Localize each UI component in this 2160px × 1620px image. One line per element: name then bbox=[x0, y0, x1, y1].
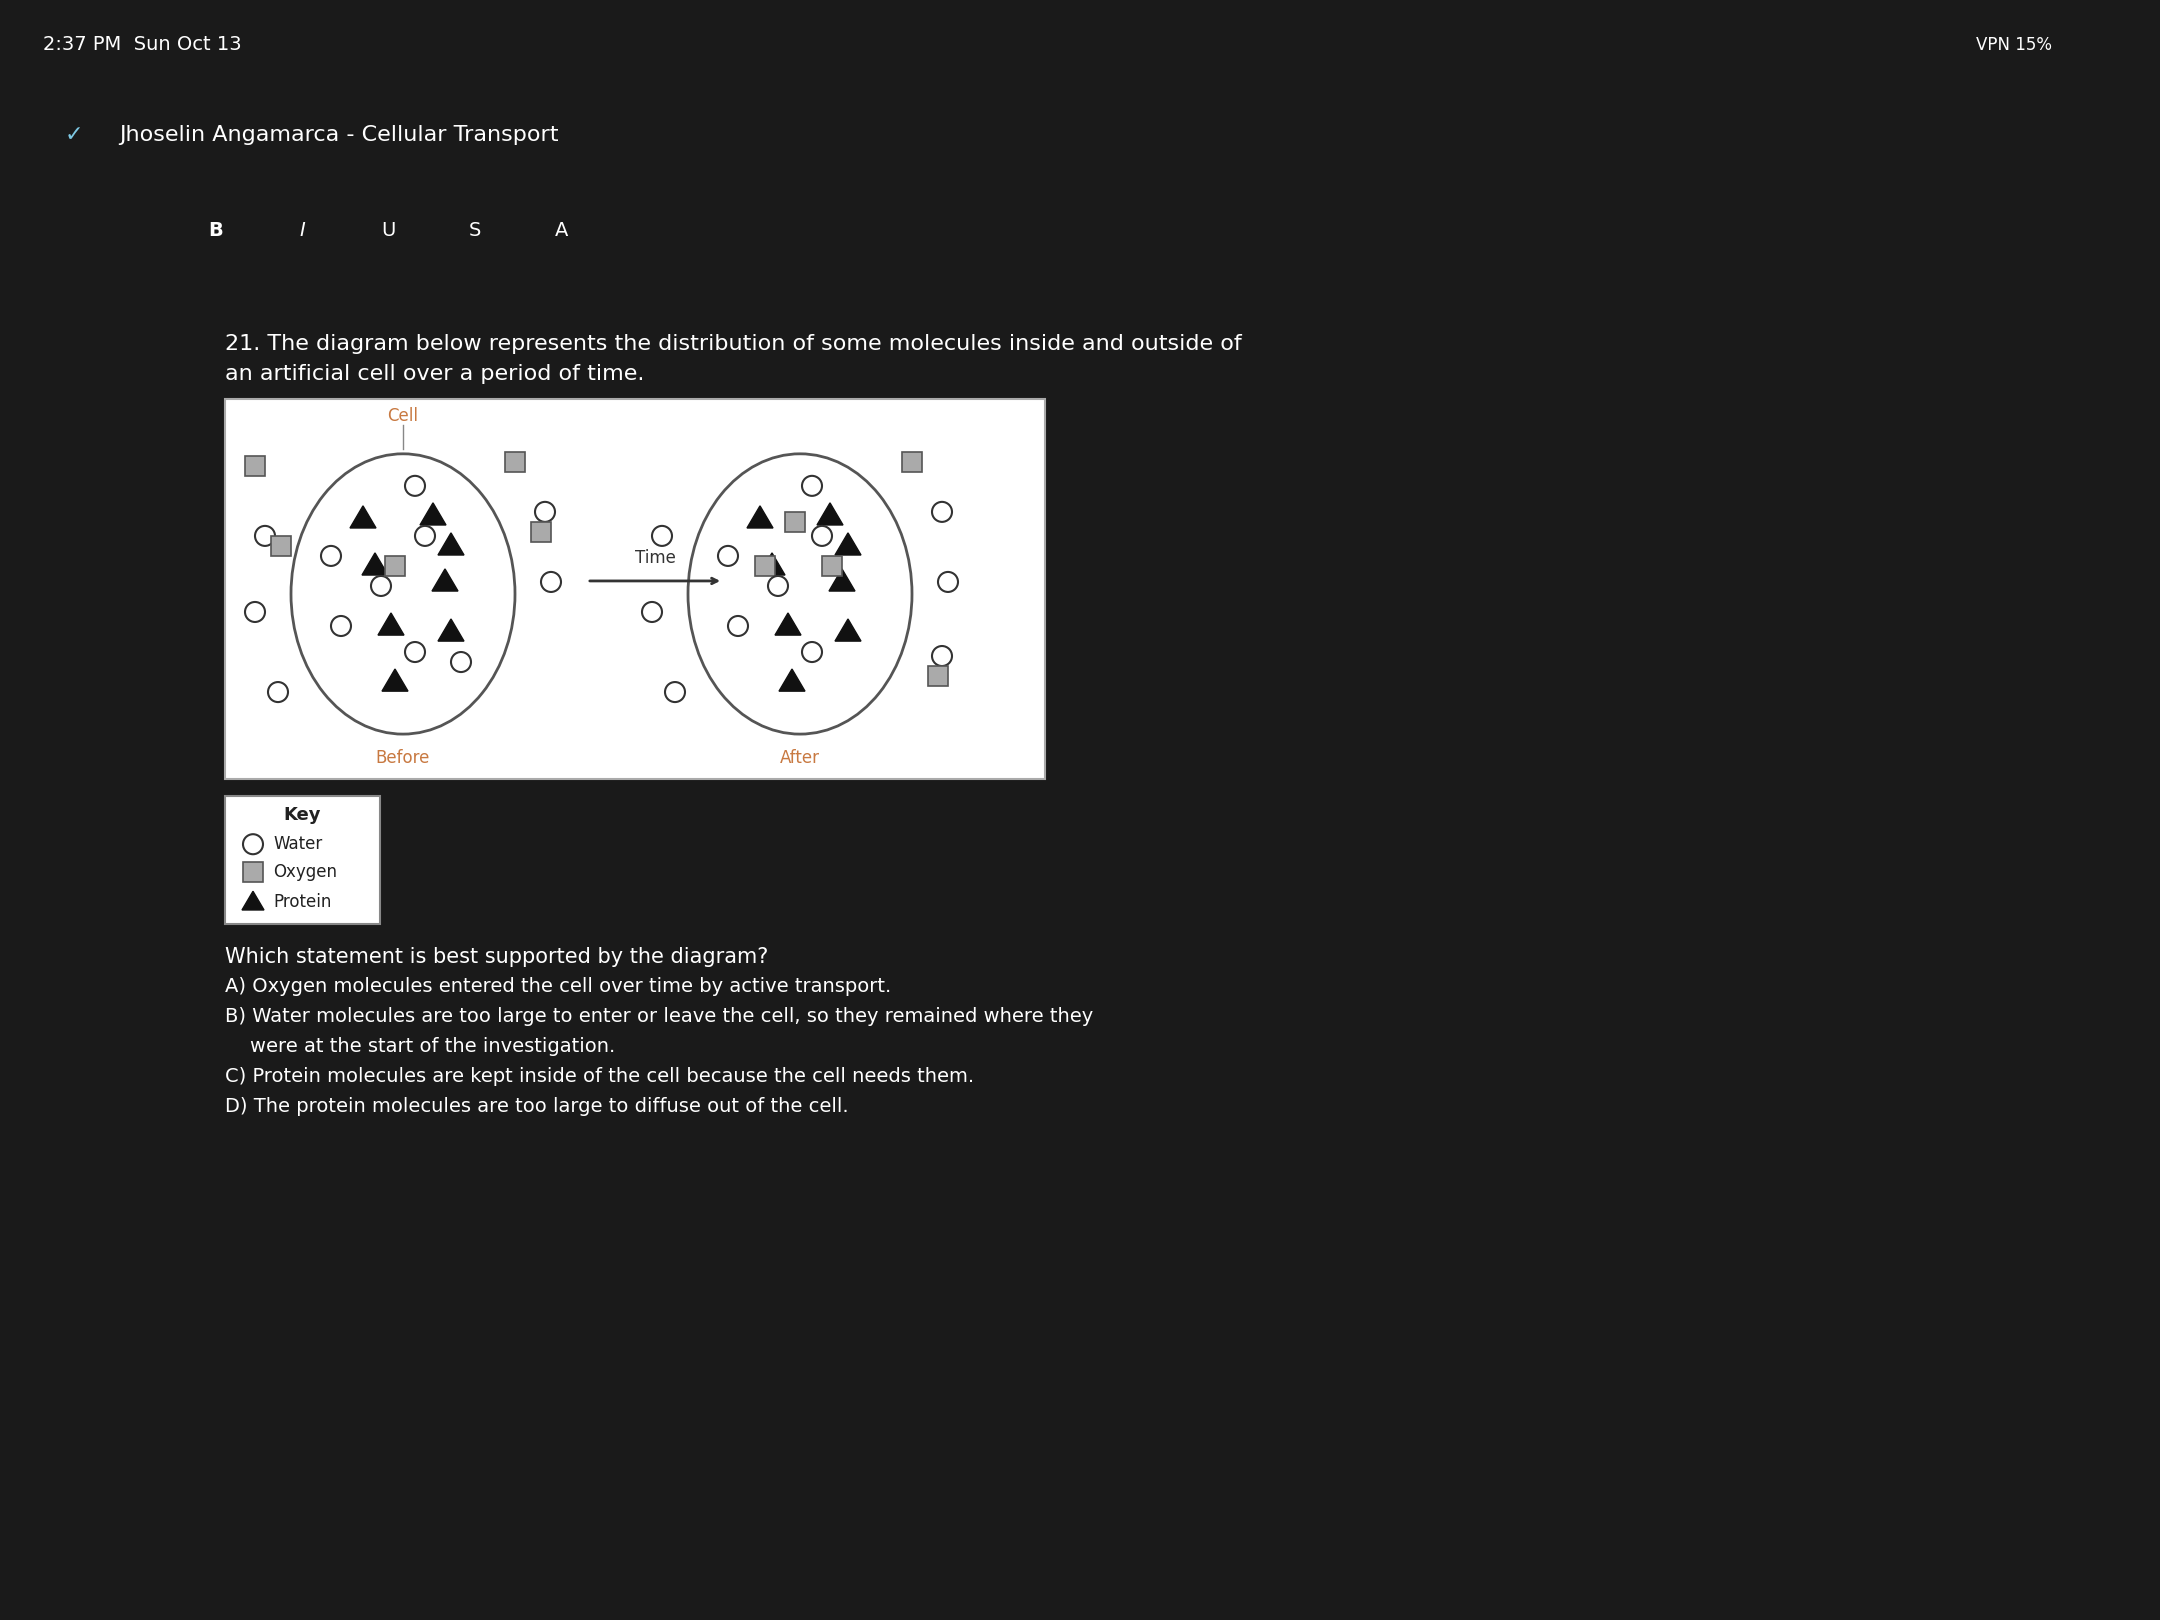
Text: Cell: Cell bbox=[387, 407, 419, 424]
Text: I: I bbox=[300, 220, 305, 240]
Polygon shape bbox=[747, 505, 773, 528]
Bar bbox=[823, 556, 842, 577]
Circle shape bbox=[642, 603, 661, 622]
Polygon shape bbox=[438, 533, 464, 556]
Text: S: S bbox=[469, 220, 482, 240]
Text: VPN 15%: VPN 15% bbox=[1976, 36, 2052, 53]
Text: B: B bbox=[210, 220, 222, 240]
Circle shape bbox=[769, 577, 788, 596]
Circle shape bbox=[415, 526, 434, 546]
Polygon shape bbox=[836, 619, 862, 642]
Circle shape bbox=[812, 526, 832, 546]
Text: were at the start of the investigation.: were at the start of the investigation. bbox=[225, 1037, 616, 1056]
Bar bbox=[242, 862, 264, 883]
Bar bbox=[384, 556, 406, 577]
Bar bbox=[929, 666, 948, 685]
Circle shape bbox=[242, 834, 264, 854]
Polygon shape bbox=[780, 669, 806, 692]
Ellipse shape bbox=[292, 454, 514, 734]
Circle shape bbox=[540, 572, 562, 591]
Polygon shape bbox=[836, 533, 862, 556]
Circle shape bbox=[931, 646, 953, 666]
Circle shape bbox=[717, 546, 739, 565]
Text: an artificial cell over a period of time.: an artificial cell over a period of time… bbox=[225, 364, 644, 384]
Text: Which statement is best supported by the diagram?: Which statement is best supported by the… bbox=[225, 948, 769, 967]
Polygon shape bbox=[363, 552, 389, 575]
Text: A) Oxygen molecules entered the cell over time by active transport.: A) Oxygen molecules entered the cell ove… bbox=[225, 977, 892, 996]
Polygon shape bbox=[382, 669, 408, 692]
Polygon shape bbox=[378, 612, 404, 635]
Bar bbox=[244, 455, 266, 476]
Polygon shape bbox=[242, 891, 264, 910]
Circle shape bbox=[255, 526, 274, 546]
Circle shape bbox=[801, 476, 823, 496]
Polygon shape bbox=[758, 552, 784, 575]
Circle shape bbox=[536, 502, 555, 522]
Text: U: U bbox=[382, 220, 395, 240]
Polygon shape bbox=[419, 502, 445, 525]
Circle shape bbox=[372, 577, 391, 596]
Bar bbox=[505, 452, 525, 471]
Bar bbox=[270, 536, 292, 556]
Circle shape bbox=[244, 603, 266, 622]
Bar bbox=[756, 556, 775, 577]
Bar bbox=[225, 795, 380, 925]
Text: D) The protein molecules are too large to diffuse out of the cell.: D) The protein molecules are too large t… bbox=[225, 1097, 849, 1116]
Polygon shape bbox=[816, 502, 842, 525]
Text: 2:37 PM  Sun Oct 13: 2:37 PM Sun Oct 13 bbox=[43, 36, 242, 53]
Circle shape bbox=[728, 616, 747, 637]
Text: Jhoselin Angamarca - Cellular Transport: Jhoselin Angamarca - Cellular Transport bbox=[119, 125, 557, 146]
Polygon shape bbox=[775, 612, 801, 635]
Polygon shape bbox=[350, 505, 376, 528]
Text: Protein: Protein bbox=[272, 893, 330, 912]
Text: ✓: ✓ bbox=[65, 125, 84, 146]
Circle shape bbox=[322, 546, 341, 565]
Circle shape bbox=[330, 616, 350, 637]
Text: After: After bbox=[780, 748, 821, 768]
Polygon shape bbox=[438, 619, 464, 642]
Text: 21. The diagram below represents the distribution of some molecules inside and o: 21. The diagram below represents the dis… bbox=[225, 334, 1242, 353]
Circle shape bbox=[451, 651, 471, 672]
Text: Water: Water bbox=[272, 836, 322, 854]
Circle shape bbox=[406, 642, 426, 663]
Text: Key: Key bbox=[283, 807, 322, 825]
Circle shape bbox=[652, 526, 672, 546]
Text: C) Protein molecules are kept inside of the cell because the cell needs them.: C) Protein molecules are kept inside of … bbox=[225, 1068, 974, 1087]
Polygon shape bbox=[432, 569, 458, 591]
Text: B) Water molecules are too large to enter or leave the cell, so they remained wh: B) Water molecules are too large to ente… bbox=[225, 1008, 1093, 1027]
Text: A: A bbox=[555, 220, 568, 240]
Bar bbox=[225, 399, 1045, 779]
Circle shape bbox=[406, 476, 426, 496]
Circle shape bbox=[268, 682, 287, 701]
Circle shape bbox=[801, 642, 823, 663]
Circle shape bbox=[665, 682, 685, 701]
Text: Before: Before bbox=[376, 748, 430, 768]
Polygon shape bbox=[829, 569, 855, 591]
Circle shape bbox=[937, 572, 959, 591]
Ellipse shape bbox=[689, 454, 912, 734]
Bar bbox=[531, 522, 551, 543]
Bar bbox=[784, 512, 806, 531]
Text: Time: Time bbox=[635, 549, 676, 567]
Circle shape bbox=[931, 502, 953, 522]
Text: Oxygen: Oxygen bbox=[272, 863, 337, 881]
Bar bbox=[903, 452, 922, 471]
